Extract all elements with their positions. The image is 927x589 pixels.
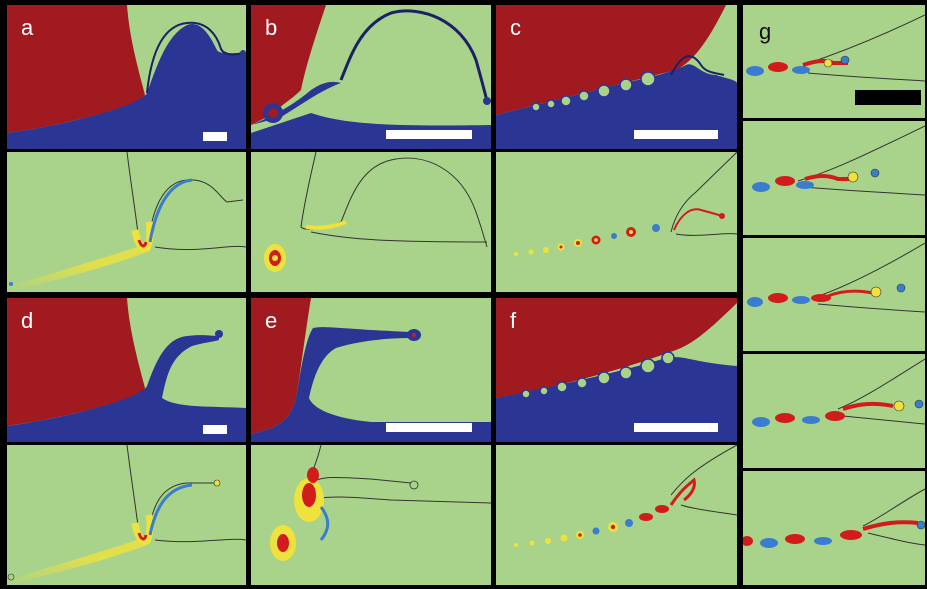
panel-c-vorticity — [496, 152, 737, 292]
panel-a-phase: a — [7, 5, 246, 149]
panel-g-frame-4 — [743, 354, 925, 468]
panel-g-frame-1: g — [743, 5, 925, 118]
panel-label-e: e — [265, 308, 278, 333]
panel-d-phase: d — [7, 298, 246, 442]
panel-label-f: f — [510, 308, 517, 333]
panel-e-vorticity — [251, 445, 491, 585]
panel-b-phase: b — [251, 5, 491, 149]
panel-d-vorticity — [7, 445, 246, 585]
panel-f-vorticity — [496, 445, 737, 585]
panel-c-phase: c — [496, 5, 737, 149]
panel-e-phase: e — [251, 298, 491, 442]
panel-label-a: a — [21, 15, 34, 40]
panel-label-c: c — [510, 15, 521, 40]
panel-g-frame-5 — [743, 471, 925, 585]
scale-bar — [203, 425, 227, 434]
panel-label-g: g — [759, 19, 772, 44]
panel-label-d: d — [21, 308, 34, 333]
dense-region — [7, 5, 145, 133]
panel-b-vorticity — [251, 152, 491, 292]
scale-bar — [634, 423, 718, 432]
scale-bar — [855, 90, 921, 105]
scale-bar — [386, 423, 472, 432]
panel-a-vorticity — [7, 152, 246, 292]
panel-g-frame-2 — [743, 121, 925, 235]
panel-f-phase: f — [496, 298, 737, 442]
panel-g-frame-3 — [743, 238, 925, 351]
scale-bar — [634, 130, 718, 139]
scale-bar — [386, 130, 472, 139]
scale-bar — [203, 132, 227, 141]
panel-label-b: b — [265, 15, 278, 40]
